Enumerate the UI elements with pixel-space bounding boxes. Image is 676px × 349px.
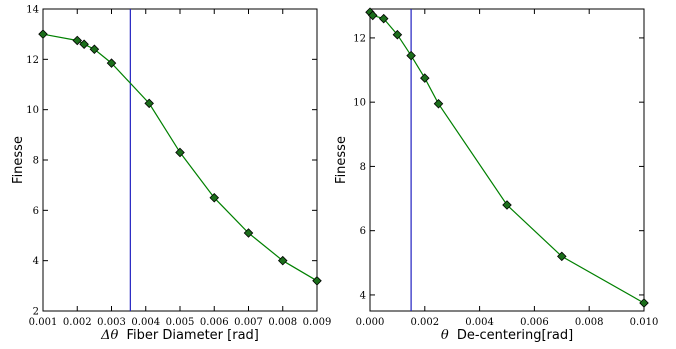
- x-tick-label: 0.010: [630, 317, 659, 328]
- y-tick-label: 4: [360, 290, 366, 301]
- x-tick-label: 0.000: [356, 317, 385, 328]
- x-tick-label: 0.006: [520, 317, 549, 328]
- x-tick-label: 0.003: [97, 317, 126, 328]
- plot-frame: [369, 8, 645, 312]
- x-axis-text: Fiber Diameter [rad]: [126, 328, 258, 343]
- data-point: [312, 276, 322, 286]
- series-line: [369, 11, 645, 304]
- x-tick-label: 0.004: [131, 317, 160, 328]
- data-point: [243, 228, 254, 238]
- ticks: [42, 8, 318, 312]
- series-line: [42, 33, 318, 282]
- x-axis-label: Δθ Fiber Diameter [rad]: [100, 328, 259, 343]
- y-tick-label: 12: [26, 55, 39, 66]
- x-tick-label: 0.005: [166, 317, 195, 328]
- y-axis-label: Finesse: [334, 136, 349, 184]
- data-point: [420, 73, 430, 83]
- x-tick-label: 0.009: [303, 317, 332, 328]
- tick-labels: 0.000 0.002 0.004 0.006 0.008 0.010 4 6 8 10 12: [353, 33, 658, 328]
- y-tick-label: 6: [360, 226, 366, 237]
- x-axis-symbol: θ: [441, 328, 449, 343]
- y-tick-label: 10: [26, 105, 39, 116]
- data-point: [175, 147, 185, 158]
- data-point: [639, 298, 649, 308]
- data-point: [433, 99, 444, 109]
- ticks: [369, 9, 645, 311]
- y-tick-label: 8: [360, 162, 366, 173]
- x-tick-label: 0.006: [200, 317, 229, 328]
- markers: [38, 29, 322, 286]
- data-point: [38, 29, 48, 39]
- data-point: [72, 35, 83, 46]
- chart-finesse-vs-de-centering: 0.000 0.002 0.004 0.006 0.008 0.010 4 6 8 10 12 Fi…: [334, 7, 658, 343]
- data-point: [144, 98, 154, 109]
- data-point: [79, 39, 89, 49]
- y-tick-label: 14: [26, 5, 39, 16]
- data-point: [106, 58, 117, 68]
- y-tick-label: 12: [353, 33, 366, 44]
- x-tick-label: 0.008: [575, 317, 604, 328]
- x-tick-label: 0.001: [29, 317, 58, 328]
- data-point: [277, 255, 288, 266]
- data-point: [406, 50, 416, 61]
- data-point: [209, 192, 220, 203]
- data-point: [378, 13, 389, 24]
- x-tick-label: 0.002: [63, 317, 92, 328]
- data-point: [502, 200, 512, 210]
- y-tick-label: 4: [33, 256, 39, 267]
- y-axis-label: Finesse: [11, 136, 26, 184]
- x-tick-label: 0.008: [268, 317, 297, 328]
- x-axis-label: θ De-centering[rad]: [441, 328, 573, 343]
- data-point: [557, 251, 567, 262]
- x-axis-symbol: Δθ: [100, 328, 118, 343]
- y-tick-label: 8: [33, 156, 39, 167]
- markers: [365, 7, 649, 308]
- data-point: [89, 44, 100, 55]
- x-axis-text: De-centering[rad]: [457, 328, 573, 343]
- x-tick-label: 0.007: [234, 317, 263, 328]
- tick-labels: 0.001 0.002 0.003 0.004 0.005 0.006 0.007 0.008…: [26, 5, 331, 329]
- y-tick-label: 2: [33, 307, 39, 318]
- chart-finesse-vs-fiber-diameter: 0.001 0.002 0.003 0.004 0.005 0.006 0.007 0.008…: [11, 5, 331, 344]
- x-tick-label: 0.004: [465, 317, 494, 328]
- y-tick-label: 10: [353, 98, 366, 109]
- data-point: [367, 10, 378, 21]
- plot-frame: [42, 8, 318, 312]
- x-tick-label: 0.002: [410, 317, 439, 328]
- data-point: [392, 29, 403, 40]
- y-tick-label: 6: [33, 206, 39, 217]
